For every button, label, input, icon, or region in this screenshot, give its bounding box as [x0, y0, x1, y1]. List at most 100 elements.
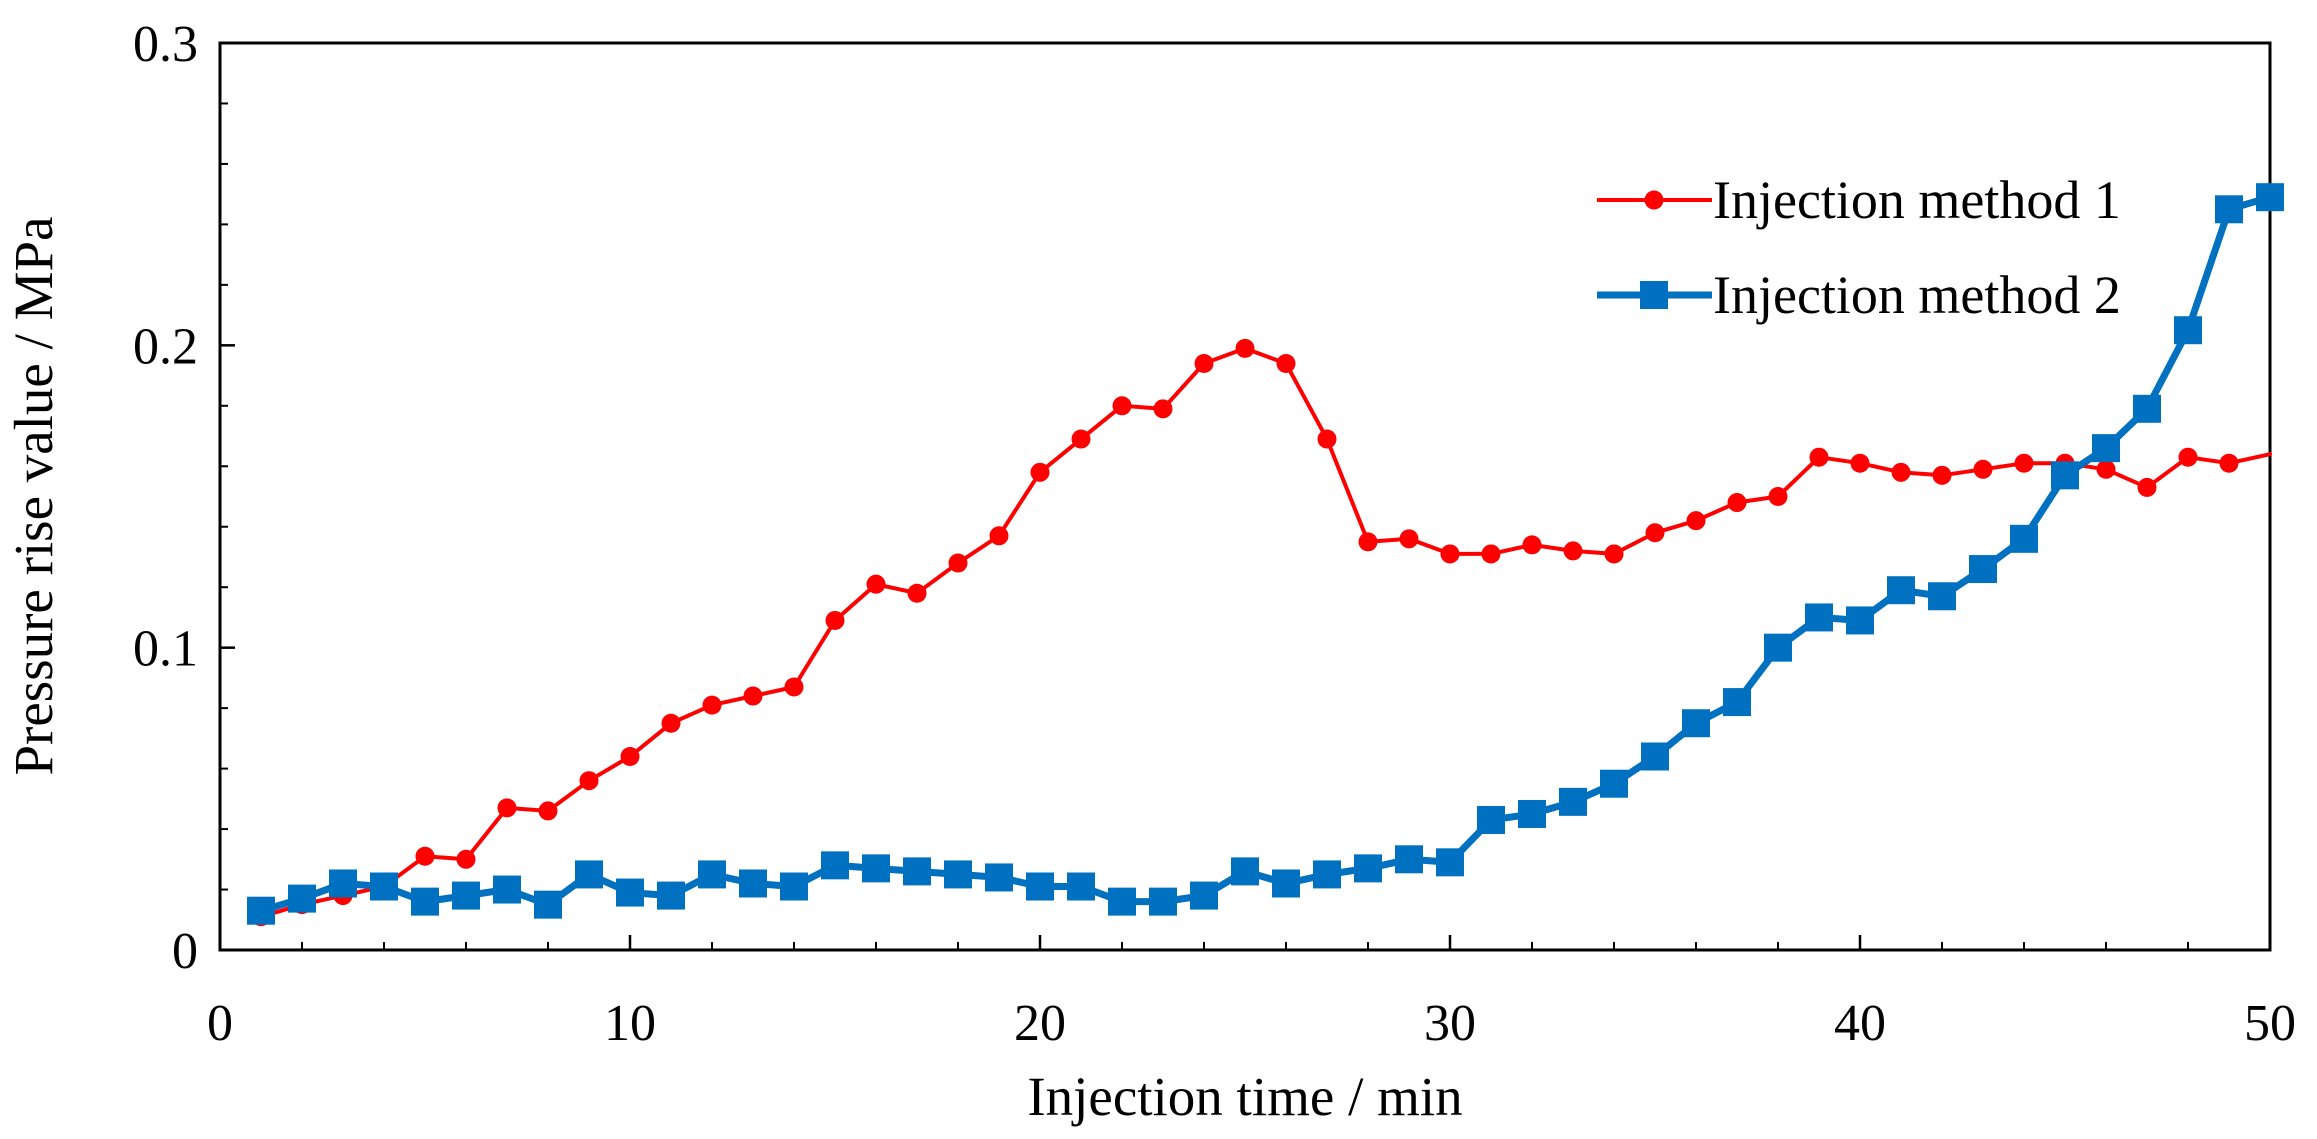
data-point-method-2: [1641, 742, 1669, 771]
data-point-method-1: [1358, 532, 1378, 552]
data-point-method-2: [2092, 434, 2120, 463]
data-point-method-2: [1436, 848, 1464, 877]
data-point-method-1: [1850, 453, 1870, 473]
data-point-method-1: [2096, 459, 2116, 479]
data-point-method-1: [1973, 459, 1993, 479]
data-point-method-2: [1395, 845, 1423, 874]
data-point-method-2: [657, 881, 685, 910]
data-point-method-2: [1969, 555, 1997, 584]
y-tick-label: 0.1: [133, 621, 198, 678]
data-point-method-1: [1768, 487, 1788, 506]
data-point-method-2: [1272, 869, 1300, 898]
data-point-method-2: [1313, 860, 1341, 889]
data-point-method-1: [1440, 544, 1460, 564]
x-tick-label: 0: [207, 995, 233, 1052]
data-point-method-1: [1071, 429, 1091, 449]
data-point-method-1: [1891, 462, 1911, 482]
data-point-method-2: [1559, 787, 1587, 816]
data-point-method-2: [903, 857, 931, 886]
data-point-method-2: [329, 869, 357, 898]
data-point-method-2: [1887, 576, 1915, 605]
data-point-method-1: [1194, 353, 1214, 373]
data-point-method-1: [825, 610, 845, 630]
x-tick-label: 40: [1834, 995, 1886, 1052]
data-point-method-2: [739, 869, 767, 898]
data-point-method-2: [2174, 316, 2202, 345]
data-point-method-2: [411, 887, 439, 916]
data-point-method-2: [821, 851, 849, 880]
legend-label-method-1: Injection method 1: [1713, 170, 2121, 230]
data-point-method-2: [2051, 461, 2079, 490]
legend-label-method-2: Injection method 2: [1713, 265, 2121, 325]
data-point-method-2: [698, 860, 726, 889]
data-point-method-2: [1518, 799, 1546, 828]
data-point-method-1: [456, 849, 476, 869]
data-point-method-1: [784, 677, 804, 697]
data-point-method-1: [620, 747, 640, 767]
data-point-method-1: [1604, 544, 1624, 564]
series-1: [251, 338, 2272, 927]
data-point-method-2: [1682, 709, 1710, 738]
data-point-method-2: [2256, 183, 2284, 212]
data-point-method-2: [1846, 606, 1874, 635]
data-point-method-2: [1149, 887, 1177, 916]
data-point-method-1: [1522, 535, 1542, 555]
x-tick-label: 50: [2244, 995, 2296, 1052]
legend: Injection method 1 Injection method 2: [1597, 170, 2121, 325]
data-point-method-2: [862, 854, 890, 883]
data-point-method-2: [2010, 524, 2038, 553]
data-point-method-2: [1764, 633, 1792, 662]
data-point-method-1: [989, 526, 1009, 546]
data-point-method-2: [1600, 769, 1628, 798]
data-point-method-1: [1317, 429, 1337, 449]
data-point-method-1: [661, 713, 681, 733]
data-point-method-1: [702, 695, 722, 715]
data-point-method-1: [1235, 338, 1255, 358]
data-point-method-2: [1477, 805, 1505, 834]
data-point-method-2: [1928, 582, 1956, 611]
data-point-method-2: [1723, 688, 1751, 717]
data-point-method-2: [247, 896, 275, 925]
data-point-method-1: [1809, 447, 1829, 467]
data-point-method-1: [1112, 396, 1132, 416]
data-point-method-2: [288, 884, 316, 913]
data-point-method-1: [743, 686, 763, 706]
data-point-method-1: [579, 771, 599, 791]
data-point-method-1: [2137, 477, 2157, 497]
data-point-method-1: [1481, 544, 1501, 564]
data-point-method-1: [1399, 529, 1419, 549]
legend-marker-method-1: [1644, 190, 1664, 210]
data-point-method-1: [1276, 353, 1296, 373]
data-point-method-2: [1231, 857, 1259, 886]
x-tick-label-group: 0 10 20 30 40 50: [207, 995, 2296, 1052]
data-point-method-1: [2219, 453, 2239, 473]
data-point-method-2: [2215, 195, 2243, 224]
data-point-method-2: [534, 890, 562, 919]
data-point-method-2: [616, 878, 644, 907]
y-tick-label-group: 0 0.1 0.2 0.3: [133, 16, 198, 980]
y-tick-label: 0.3: [133, 16, 198, 73]
data-point-method-2: [780, 872, 808, 901]
data-point-method-2: [575, 860, 603, 889]
major-tick-group: [218, 41, 2272, 952]
data-point-method-2: [1354, 854, 1382, 883]
y-tick-label: 0.2: [133, 318, 198, 375]
data-point-method-2: [1805, 603, 1833, 632]
data-point-method-2: [944, 860, 972, 889]
data-point-method-2: [2133, 394, 2161, 423]
data-point-method-1: [538, 801, 558, 821]
data-point-method-2: [370, 872, 398, 901]
data-point-method-1: [1563, 541, 1583, 561]
data-point-method-2: [452, 881, 480, 910]
data-point-method-1: [415, 846, 435, 866]
x-tick-label: 10: [604, 995, 656, 1052]
data-point-method-1: [2014, 453, 2034, 473]
legend-item-method-1: Injection method 1: [1597, 170, 2121, 230]
data-point-method-1: [1153, 399, 1173, 419]
y-tick-label: 0: [172, 923, 198, 980]
data-point-method-2: [985, 863, 1013, 892]
series-layer: [247, 183, 2284, 927]
data-point-method-1: [1030, 462, 1050, 482]
